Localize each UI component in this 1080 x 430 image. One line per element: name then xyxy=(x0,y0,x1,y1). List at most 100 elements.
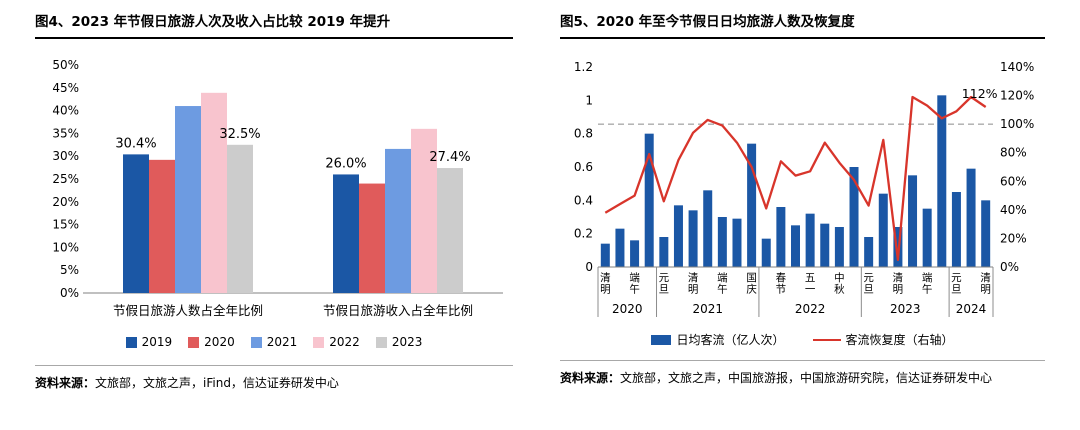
figure-4-legend: 2019 2020 2021 2022 2023 xyxy=(35,335,513,349)
y-axis-tick-label: 30% xyxy=(52,149,79,163)
x-tick-label: 元旦 xyxy=(659,272,670,296)
y-axis-tick-label: 20% xyxy=(52,195,79,209)
bar-13-清明 xyxy=(791,225,800,267)
legend-item-2023: 2023 xyxy=(375,335,423,349)
bar-2020-cat1 xyxy=(359,183,385,293)
bar-2022-cat1 xyxy=(411,128,437,293)
line-annotation: 112% xyxy=(962,86,998,101)
x-tick-label: 清明 xyxy=(688,271,699,296)
y-axis-tick-label: 0% xyxy=(60,286,79,300)
bar-data-label: 32.5% xyxy=(219,127,260,142)
bar-5-春节 xyxy=(673,205,683,267)
bar-2019-cat0 xyxy=(123,154,149,293)
bar-26-清明 xyxy=(981,200,991,267)
left-axis-tick-label: 0 xyxy=(585,260,593,274)
legend-label: 2021 xyxy=(266,335,298,349)
figure-5-combo-chart: 00.20.40.60.811.20%20%40%60%80%100%120%1… xyxy=(574,60,1034,317)
bar-23-国庆 xyxy=(937,95,947,267)
left-axis-tick-label: 0.6 xyxy=(574,160,593,174)
recovery-rate-line xyxy=(604,95,987,262)
legend-swatch-icon xyxy=(125,336,137,348)
bar-21-五一 xyxy=(908,175,918,267)
bar-2022-cat0 xyxy=(201,92,227,293)
bar-9-中秋 xyxy=(732,218,742,267)
right-axis-tick-label: 100% xyxy=(1000,117,1034,131)
bar-25-春节 xyxy=(966,168,976,267)
legend-item-line-series: 客流恢复度（右轴） xyxy=(812,331,954,348)
legend-swatch-icon xyxy=(375,336,387,348)
y-axis-tick-label: 35% xyxy=(52,126,79,140)
legend-label: 客流恢复度（右轴） xyxy=(845,333,954,347)
right-axis-tick-label: 20% xyxy=(1000,231,1027,245)
x-tick-label: 国庆 xyxy=(746,272,757,296)
bar-7-五一 xyxy=(703,190,713,267)
legend-item-2022: 2022 xyxy=(313,335,360,349)
bar-2021-cat1 xyxy=(385,148,411,293)
legend-item-2021: 2021 xyxy=(250,335,298,349)
bar-3-国庆 xyxy=(644,133,654,267)
right-axis-tick-label: 80% xyxy=(1000,146,1027,160)
legend-item-2019: 2019 xyxy=(125,335,172,349)
bar-4-元旦 xyxy=(659,237,669,267)
bar-16-中秋 xyxy=(834,227,844,267)
legend-label: 2023 xyxy=(391,335,423,349)
source-text: 文旅部，文旅之声，中国旅游报，中国旅游研究院，信达证券研发中心 xyxy=(620,371,993,385)
bar-data-label: 26.0% xyxy=(325,156,366,171)
year-label: 2023 xyxy=(890,302,921,316)
year-label: 2020 xyxy=(612,302,643,316)
right-axis-tick-label: 60% xyxy=(1000,174,1027,188)
y-axis-tick-label: 45% xyxy=(52,81,79,95)
bar-18-元旦 xyxy=(864,237,874,267)
x-tick-label: 端午 xyxy=(717,271,728,296)
source-text: 文旅部，文旅之声，iFind，信达证券研发中心 xyxy=(95,376,339,390)
bar-2023-cat1 xyxy=(437,168,463,293)
bar-2019-cat1 xyxy=(333,174,359,293)
left-axis-tick-label: 1.2 xyxy=(574,60,593,74)
x-tick-label: 中秋 xyxy=(834,271,845,296)
year-label: 2022 xyxy=(795,302,826,316)
figure-4-grouped-bar-chart: 0% 5% 10% 15% 20% 25% 30% 35% 40% 45% 50% 节假日旅游人数占全… xyxy=(52,58,503,318)
bar-legend-swatch-icon xyxy=(651,334,672,345)
bar-14-五一 xyxy=(805,213,815,267)
figure-4-source: 资料来源：文旅部，文旅之声，iFind，信达证券研发中心 xyxy=(35,365,513,393)
bar-data-label: 27.4% xyxy=(429,150,470,165)
right-axis-tick-label: 0% xyxy=(1000,260,1019,274)
bar-15-端午 xyxy=(820,223,830,267)
legend-label: 日均客流（亿人次） xyxy=(676,333,785,347)
legend-item-bar-series: 日均客流（亿人次） xyxy=(651,331,785,348)
bar-22-端午 xyxy=(922,208,932,267)
y-axis-tick-label: 25% xyxy=(52,172,79,186)
figure-4-panel: 图4、2023 年节假日旅游人次及收入占比较 2019 年提升 0% 5% 10% 1… xyxy=(35,10,513,393)
figure-5-legend: 日均客流（亿人次） 客流恢复度（右轴） xyxy=(560,331,1045,348)
bar-6-清明 xyxy=(688,210,698,267)
right-axis-tick-label: 140% xyxy=(1000,60,1034,74)
legend-label: 2022 xyxy=(329,335,360,349)
legend-item-2020: 2020 xyxy=(188,335,235,349)
figure-5-source: 资料来源：文旅部，文旅之声，中国旅游报，中国旅游研究院，信达证券研发中心 xyxy=(560,360,1045,388)
x-category-label: 节假日旅游收入占全年比例 xyxy=(323,303,473,318)
y-axis-tick-label: 10% xyxy=(52,240,79,254)
bar-24-元旦 xyxy=(951,192,961,267)
left-axis-tick-label: 0.4 xyxy=(574,193,593,207)
left-axis-tick-label: 1 xyxy=(585,93,593,107)
x-tick-label: 五一 xyxy=(805,272,816,296)
x-tick-label: 元旦 xyxy=(863,272,874,296)
y-axis-tick-label: 5% xyxy=(60,263,79,277)
figure-5-panel: 图5、2020 年至今节假日日均旅游人数及恢复度 0 0.2 0.4 0.6 0.8 1 1… xyxy=(560,10,1045,388)
bar-2-端午 xyxy=(630,240,640,267)
bar-12-春节 xyxy=(776,207,786,267)
line-legend-swatch-icon xyxy=(812,338,841,341)
x-tick-label: 端午 xyxy=(629,271,640,296)
figure-4-title: 图4、2023 年节假日旅游人次及收入占比较 2019 年提升 xyxy=(35,10,513,39)
left-axis-tick-label: 0.2 xyxy=(574,227,593,241)
legend-swatch-icon xyxy=(188,336,200,348)
figure-5-title: 图5、2020 年至今节假日日均旅游人数及恢复度 xyxy=(560,10,1045,39)
right-axis-tick-label: 120% xyxy=(1000,89,1034,103)
legend-label: 2020 xyxy=(204,335,235,349)
x-tick-label: 清明 xyxy=(980,271,991,296)
year-label: 2024 xyxy=(956,302,987,316)
bar-2023-cat0 xyxy=(227,144,253,293)
x-tick-label: 端午 xyxy=(922,271,933,296)
bar-8-端午 xyxy=(717,217,727,267)
bar-2021-cat0 xyxy=(175,106,201,293)
